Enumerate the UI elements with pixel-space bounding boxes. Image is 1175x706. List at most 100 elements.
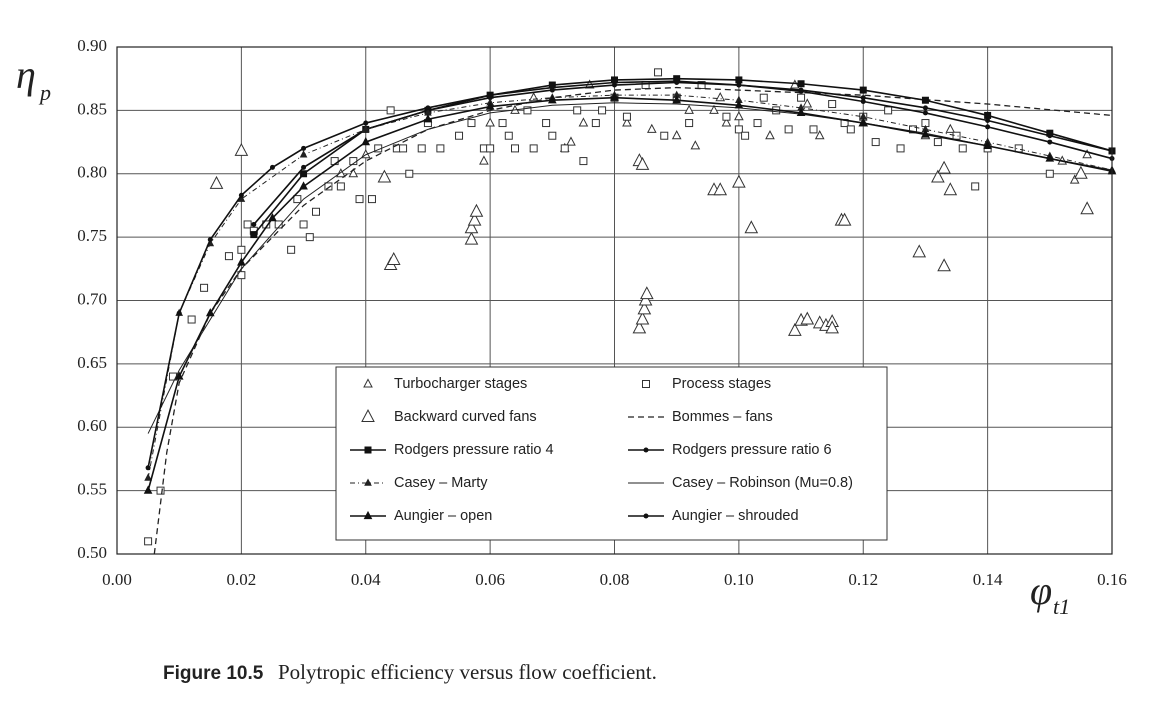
marker (734, 100, 744, 109)
marker (455, 131, 464, 140)
marker (1047, 139, 1053, 145)
marker (660, 131, 669, 140)
marker (921, 96, 929, 104)
marker (479, 155, 489, 165)
marker (744, 220, 759, 234)
legend-marker (642, 380, 650, 388)
x-tick-label: 0.16 (1097, 570, 1127, 589)
marker (784, 125, 793, 134)
marker (922, 105, 928, 111)
series-line (147, 102, 1113, 434)
legend-label: Process stages (672, 376, 771, 392)
marker (591, 119, 600, 128)
marker (417, 144, 426, 153)
marker (300, 170, 308, 178)
legend-label: Backward curved fans (394, 409, 537, 425)
marker (610, 92, 619, 101)
marker (622, 117, 632, 127)
marker (243, 220, 252, 229)
x-tick-label: 0.08 (600, 570, 630, 589)
x-tick-label: 0.10 (724, 570, 754, 589)
marker (367, 195, 376, 204)
marker (274, 220, 283, 229)
marker (797, 93, 806, 102)
marker (405, 169, 414, 178)
marker (485, 117, 495, 127)
marker (156, 486, 165, 495)
y-tick-label: 0.85 (77, 99, 107, 118)
marker (144, 473, 152, 481)
marker (721, 117, 732, 127)
marker (734, 125, 743, 134)
marker (637, 301, 652, 315)
marker (361, 124, 370, 133)
marker (685, 119, 694, 128)
marker (971, 182, 980, 191)
legend-marker (363, 510, 373, 520)
plot-area (143, 68, 1117, 555)
marker (741, 131, 750, 140)
marker (485, 101, 495, 110)
marker (671, 130, 682, 140)
marker (377, 169, 392, 183)
marker (299, 181, 308, 190)
marker (529, 144, 538, 153)
marker (1045, 153, 1055, 162)
marker (1074, 165, 1088, 179)
plot-frame (116, 46, 1113, 555)
marker (858, 117, 868, 127)
marker (176, 310, 182, 316)
marker (622, 112, 631, 121)
marker (860, 95, 866, 101)
marker (684, 104, 694, 114)
marker (846, 125, 855, 134)
legend-marker (361, 409, 375, 422)
marker (355, 195, 364, 204)
legend-label: Turbocharger stages (394, 376, 527, 392)
marker (336, 182, 345, 191)
marker (697, 81, 706, 90)
marker (143, 485, 153, 494)
caption-text: Polytropic efficiency versus flow coeffi… (278, 660, 657, 684)
marker (837, 212, 852, 226)
marker (896, 144, 905, 153)
marker (578, 117, 589, 127)
marker (293, 195, 302, 204)
marker (549, 85, 555, 91)
caption-label: Figure 10.5 (163, 663, 264, 684)
marker (238, 192, 244, 198)
x-axis-symbol: φ (1030, 568, 1052, 613)
x-tick-label: 0.00 (102, 570, 132, 589)
marker (860, 99, 866, 105)
marker (713, 182, 728, 196)
legend-box (335, 366, 888, 541)
marker (798, 88, 804, 94)
marker (937, 258, 951, 272)
legend-label: Rodgers pressure ratio 6 (672, 442, 832, 458)
y-tick-label: 0.70 (77, 289, 107, 308)
y-tick-label: 0.75 (77, 226, 107, 245)
marker (361, 136, 371, 146)
marker (674, 78, 680, 84)
marker (1080, 201, 1094, 215)
marker (753, 119, 762, 128)
x-tick-label: 0.12 (848, 570, 878, 589)
marker (305, 233, 314, 242)
marker (612, 79, 617, 85)
marker (635, 156, 650, 170)
marker (467, 119, 476, 128)
marker (638, 292, 653, 306)
series-line (147, 94, 1113, 479)
marker (301, 145, 307, 151)
marker (809, 125, 818, 134)
legend-marker (364, 446, 372, 454)
marker (487, 92, 493, 98)
marker (734, 111, 744, 121)
marker (299, 150, 308, 158)
marker (945, 123, 956, 133)
marker (234, 142, 249, 156)
marker (797, 80, 805, 88)
marker (250, 231, 258, 239)
marker (504, 131, 513, 140)
